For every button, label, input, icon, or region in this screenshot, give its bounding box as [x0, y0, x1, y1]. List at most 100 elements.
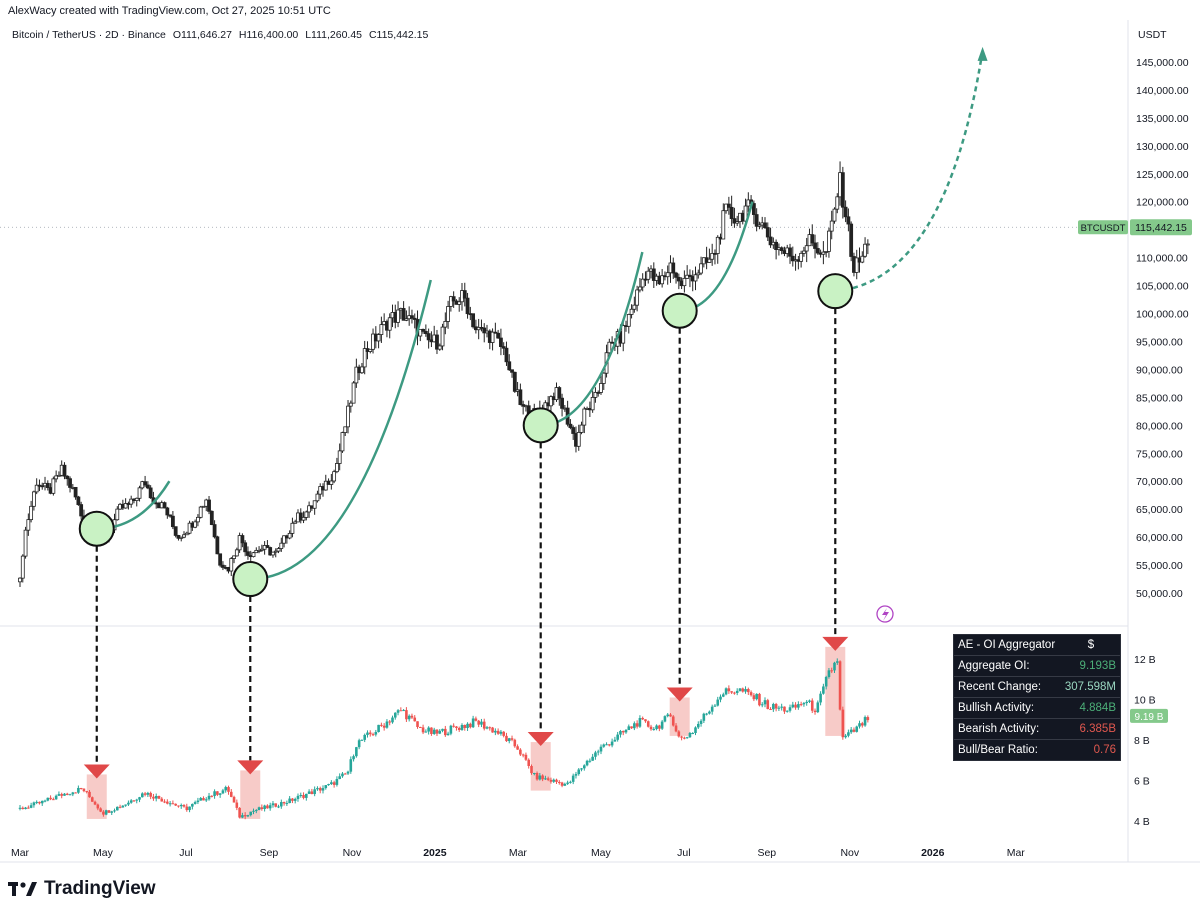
- price-candle: [827, 230, 831, 252]
- oi-candle: [724, 688, 728, 695]
- oi-candle: [538, 775, 542, 780]
- oi-candle: [641, 718, 644, 720]
- oi-candle: [519, 749, 522, 755]
- price-candle: [332, 471, 337, 482]
- oi-candle: [827, 670, 831, 677]
- oi-candle: [52, 799, 55, 801]
- symbol-name[interactable]: Bitcoin / TetherUS · 2D · Binance: [12, 29, 166, 41]
- price-candle: [340, 432, 345, 452]
- price-candle: [240, 535, 245, 544]
- price-candle: [40, 485, 45, 488]
- oi-candle: [88, 791, 91, 798]
- oi-candle: [57, 794, 61, 796]
- price-candle: [276, 548, 281, 552]
- oi-candle: [510, 738, 514, 740]
- oi-candle: [755, 693, 758, 700]
- price-candle: [329, 480, 334, 485]
- oi-candle: [196, 800, 200, 803]
- oi-row-label: Bearish Activity:: [958, 723, 1040, 735]
- price-candle: [218, 553, 223, 566]
- oi-candle: [738, 688, 742, 691]
- price-candle: [170, 515, 175, 528]
- price-candle: [549, 396, 553, 407]
- oi-candle: [652, 728, 656, 730]
- oi-aggregator-table: AE - OI Aggregator $ Aggregate OI: 9.193…: [953, 634, 1121, 761]
- oi-candle: [482, 721, 486, 729]
- oi-candle: [374, 731, 378, 735]
- price-candle: [273, 550, 278, 553]
- oi-candle: [516, 746, 519, 750]
- price-candle: [843, 206, 848, 218]
- oi-candle: [318, 788, 322, 791]
- oi-candle: [74, 792, 77, 794]
- oi-candle: [760, 704, 764, 706]
- oi-candle: [313, 789, 316, 795]
- price-candle: [446, 306, 450, 322]
- oi-candle: [191, 803, 194, 807]
- ohlc-open: O111,646.27: [172, 29, 232, 41]
- oi-candle: [77, 787, 80, 793]
- oi-candle: [43, 800, 47, 802]
- oi-candle: [674, 725, 678, 732]
- oi-candle: [46, 797, 50, 801]
- support-circle: [522, 407, 559, 444]
- oi-candle: [469, 723, 472, 728]
- oi-candle: [594, 752, 597, 757]
- oi-axis-tick: 8 B: [1134, 735, 1150, 747]
- oi-candle: [710, 706, 714, 712]
- price-candle: [607, 341, 612, 354]
- oi-candle: [630, 726, 633, 729]
- oi-candle: [441, 728, 444, 731]
- oi-candle: [302, 794, 305, 798]
- price-candle: [165, 507, 170, 516]
- down-arrow-marker: [83, 764, 110, 779]
- oi-candle: [416, 721, 419, 728]
- price-candle: [640, 278, 645, 288]
- oi-candle: [421, 727, 425, 733]
- ohlc-low: L111,260.45: [305, 29, 363, 41]
- price-candle: [134, 497, 139, 501]
- oi-candle: [696, 723, 700, 728]
- oi-candle: [794, 704, 797, 708]
- time-axis-label: Jul: [677, 847, 690, 859]
- oi-row-value: 0.76: [1093, 744, 1116, 756]
- price-axis-tick: 50,000.00: [1136, 588, 1183, 600]
- oi-candle: [338, 776, 341, 780]
- oi-row-label: Bull/Bear Ratio:: [958, 744, 1038, 756]
- time-axis-label: Jul: [179, 847, 192, 859]
- oi-candle: [27, 807, 30, 809]
- oi-table-row: Bull/Bear Ratio: 0.76: [954, 740, 1120, 760]
- oi-candle: [766, 700, 770, 710]
- oi-candle: [585, 760, 589, 766]
- price-candle: [512, 371, 517, 392]
- price-candle: [626, 314, 631, 327]
- oi-candle: [860, 723, 864, 726]
- oi-candle: [410, 715, 414, 718]
- oi-candle: [580, 768, 583, 770]
- price-candle: [482, 327, 487, 334]
- oi-row-value: 307.598M: [1064, 681, 1116, 693]
- oi-table-row: Recent Change: 307.598M: [954, 677, 1120, 698]
- tradingview-logo[interactable]: TradingView: [8, 878, 156, 900]
- oi-candle: [658, 725, 661, 729]
- price-candle: [699, 263, 703, 274]
- oi-candle: [305, 793, 308, 798]
- price-candle: [18, 577, 22, 583]
- oi-candle: [847, 732, 850, 736]
- time-axis-label: Mar: [1007, 847, 1026, 859]
- price-candle: [268, 547, 273, 556]
- price-candle: [343, 426, 348, 433]
- oi-candle: [430, 727, 433, 734]
- oi-candle: [193, 802, 197, 804]
- price-candle: [426, 333, 431, 341]
- oi-candle: [669, 714, 672, 717]
- parabolic-curve: [250, 279, 432, 581]
- oi-candle: [863, 717, 867, 726]
- price-candle: [123, 503, 128, 509]
- price-candle: [348, 402, 353, 407]
- price-candle: [301, 516, 306, 521]
- price-candle: [593, 392, 598, 398]
- price-candle: [665, 272, 670, 278]
- oi-candle: [460, 725, 464, 730]
